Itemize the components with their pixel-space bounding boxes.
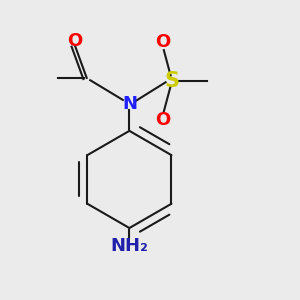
Text: O: O [67,32,83,50]
Text: O: O [156,111,171,129]
Text: N: N [122,95,137,113]
Text: O: O [156,33,171,51]
Text: S: S [165,71,180,91]
Text: NH₂: NH₂ [110,237,148,255]
